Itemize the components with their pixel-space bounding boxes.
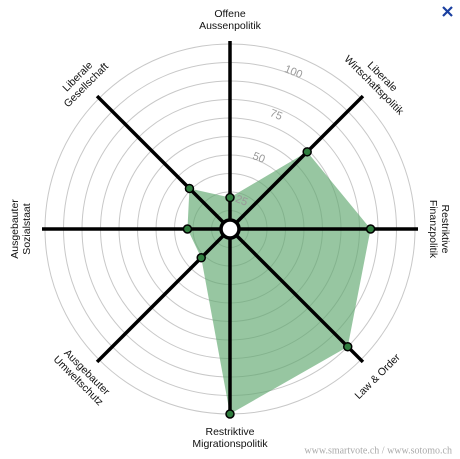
point	[225, 409, 235, 419]
axis-label: Finanzpolitik	[427, 200, 439, 259]
axis-line	[95, 227, 232, 364]
tick-label: 25	[233, 193, 249, 209]
axis-label-group: Ausgebauter Sozialstaat	[9, 199, 33, 259]
point	[342, 341, 353, 352]
area	[187, 151, 371, 415]
axis-label: Aussenpolitik	[199, 20, 262, 32]
tick-label: 75	[268, 107, 284, 123]
point	[302, 147, 312, 157]
axis-label: Sozialstaat	[21, 203, 33, 254]
point	[196, 253, 206, 263]
point	[184, 183, 195, 194]
axis-label: Migrationspolitik	[192, 438, 268, 450]
axis-label: Ausgebauter	[9, 199, 21, 259]
axis-line	[228, 227, 365, 364]
footer: www.smartvote.ch / www.sotomo.ch	[304, 445, 452, 456]
point	[365, 224, 376, 234]
center-dot	[219, 218, 241, 240]
axis-label: Restriktive	[439, 204, 451, 253]
axis-label: Offene	[214, 8, 245, 20]
tick-label: 50	[251, 150, 267, 166]
close-icon[interactable]	[442, 6, 453, 17]
point	[225, 192, 235, 203]
point	[182, 224, 193, 234]
axis-label: Restriktive	[205, 426, 254, 438]
axis-line	[228, 94, 365, 231]
axis-line	[95, 94, 232, 231]
